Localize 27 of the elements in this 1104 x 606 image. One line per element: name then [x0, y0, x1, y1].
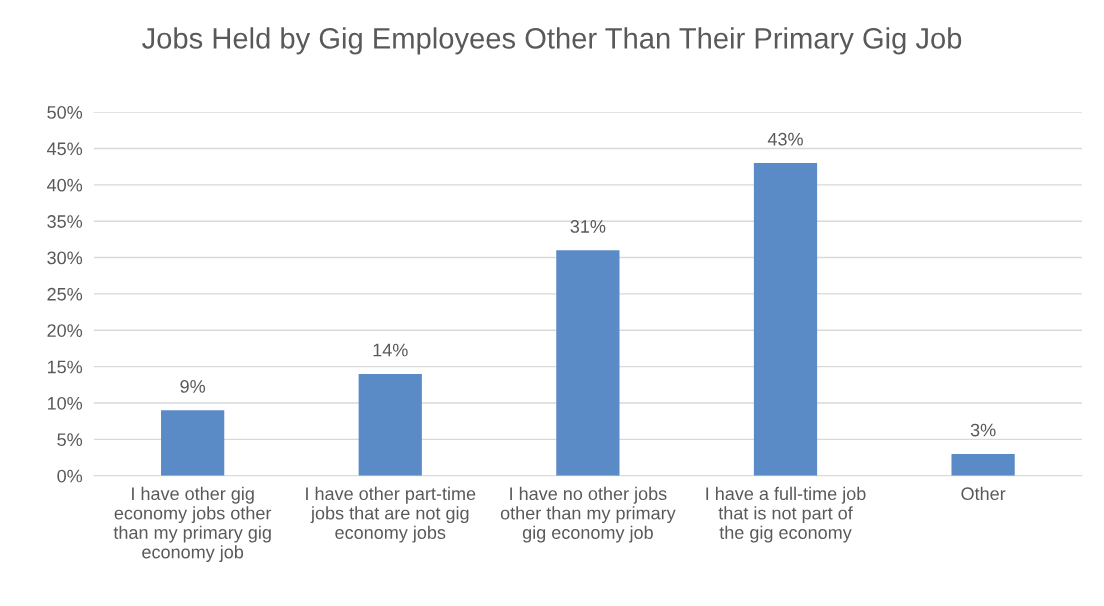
y-tick-label: 30%: [47, 251, 83, 265]
y-tick-label: 25%: [47, 287, 83, 301]
data-label: 43%: [767, 132, 803, 146]
data-label: 3%: [970, 423, 996, 437]
x-tick-label: I have other gig economy jobs other than my primary gig economy job: [113, 486, 272, 562]
x-tick-label: I have a full-time job that is not part of the gig economy: [706, 486, 866, 543]
data-label: 14%: [373, 343, 408, 357]
y-tick-label: 15%: [47, 360, 83, 374]
y-tick-label: 20%: [47, 324, 83, 337]
bar: [951, 453, 1015, 476]
x-tick-label: Other: [961, 486, 1006, 501]
y-tick-label: 40%: [47, 178, 83, 192]
chart-title: Jobs Held by Gig Employees Other Than Their Primary Gig Job: [142, 27, 962, 55]
data-label: 9%: [180, 380, 206, 393]
x-tick-label: I have no other jobs other than my primary gig economy job: [500, 486, 676, 543]
y-tick-label: 35%: [47, 215, 83, 228]
bar: [753, 163, 818, 476]
y-tick-label: 0%: [57, 469, 83, 483]
y-tick-label: 45%: [47, 142, 83, 156]
x-tick-label: I have other part-time jobs that are not gig economy jobs: [306, 486, 476, 543]
bar: [556, 250, 620, 476]
y-tick-label: 10%: [47, 396, 83, 410]
bar: [358, 373, 422, 476]
bar: [161, 410, 225, 476]
y-tick-label: 50%: [47, 106, 83, 119]
y-tick-label: 5%: [57, 433, 83, 447]
data-label: 31%: [570, 220, 606, 233]
